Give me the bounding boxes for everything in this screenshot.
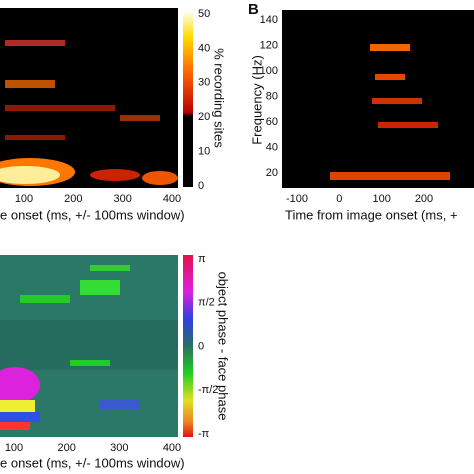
panel-letter: B xyxy=(248,1,259,18)
x-axis-label: e onset (ms, +/- 100ms window) xyxy=(0,207,185,222)
colorbar-c xyxy=(183,255,193,437)
heatmap-b xyxy=(282,10,474,188)
y-axis-label: Frequency (Hz) xyxy=(249,55,264,145)
x-tick-label: 100 xyxy=(372,193,390,205)
x-tick-label: 400 xyxy=(163,193,181,205)
colorbar-tick-label: 20 xyxy=(198,111,210,123)
colorbar-tick-label: π xyxy=(198,253,206,265)
y-tick-label: 80 xyxy=(266,90,278,102)
x-axis-label: e onset (ms, +/- 100ms window) xyxy=(0,455,185,470)
colorbar-label: % recording sites xyxy=(212,48,227,148)
colorbar-tick-label: 50 xyxy=(198,8,210,20)
y-tick-label: 40 xyxy=(266,141,278,153)
heatmap-c xyxy=(0,255,178,437)
x-tick-label: 0 xyxy=(336,193,342,205)
x-tick-label: 300 xyxy=(110,442,128,454)
y-tick-label: 120 xyxy=(260,39,278,51)
y-tick-label: 20 xyxy=(266,167,278,179)
x-tick-label: 300 xyxy=(113,193,131,205)
colorbar-tick-label: 40 xyxy=(198,42,210,54)
colorbar-tick-label: 0 xyxy=(198,180,204,192)
colorbar-label: object phase - face phase xyxy=(216,272,231,421)
colorbar-tick-label: 30 xyxy=(198,77,210,89)
x-tick-label: 100 xyxy=(15,193,33,205)
heatmap-a xyxy=(0,8,178,188)
y-tick-label: 140 xyxy=(260,14,278,26)
y-tick-label: 60 xyxy=(266,116,278,128)
x-tick-label: -100 xyxy=(286,193,308,205)
colorbar-tick-label: 10 xyxy=(198,146,210,158)
y-tick-label: 100 xyxy=(260,65,278,77)
x-axis-label: Time from image onset (ms, + xyxy=(285,207,458,222)
colorbar-tick-label: -π xyxy=(198,428,210,440)
colorbar-a xyxy=(183,10,193,187)
x-tick-label: 400 xyxy=(163,442,181,454)
colorbar-tick-label: -π/2 xyxy=(198,384,218,396)
colorbar-tick-label: π/2 xyxy=(198,297,215,309)
x-tick-label: 200 xyxy=(57,442,75,454)
x-tick-label: 200 xyxy=(415,193,433,205)
x-tick-label: 200 xyxy=(64,193,82,205)
x-tick-label: 100 xyxy=(5,442,23,454)
colorbar-tick-label: 0 xyxy=(198,340,204,352)
